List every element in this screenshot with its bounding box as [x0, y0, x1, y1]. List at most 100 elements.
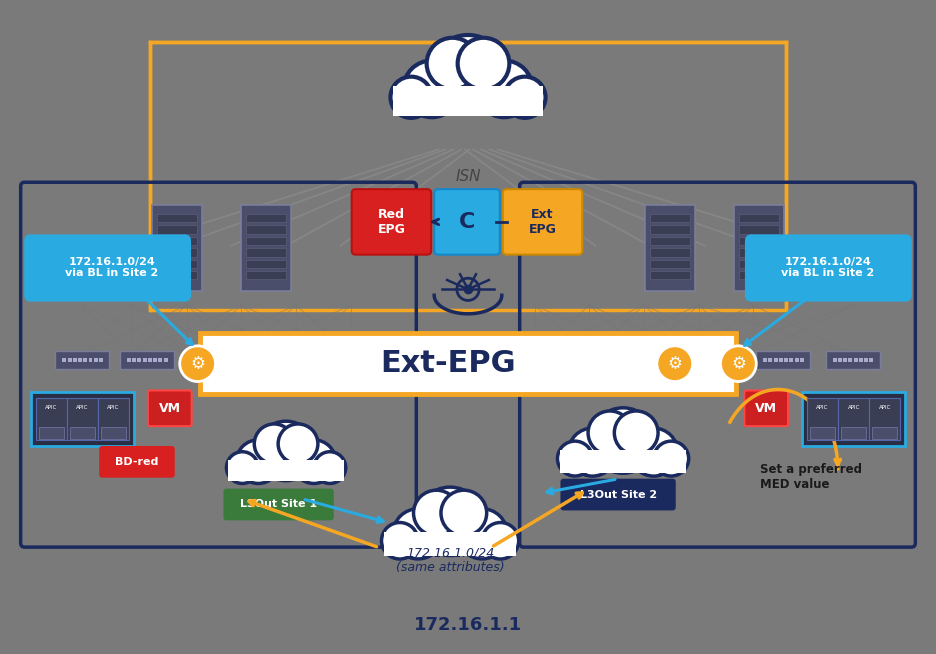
- FancyBboxPatch shape: [362, 358, 366, 362]
- FancyBboxPatch shape: [735, 358, 739, 362]
- FancyBboxPatch shape: [541, 358, 545, 362]
- Circle shape: [427, 38, 478, 90]
- FancyBboxPatch shape: [55, 351, 110, 369]
- FancyBboxPatch shape: [799, 358, 804, 362]
- Text: ⚙: ⚙: [667, 354, 682, 373]
- FancyBboxPatch shape: [795, 358, 798, 362]
- Text: ACL: ACL: [46, 428, 56, 434]
- FancyBboxPatch shape: [246, 237, 286, 245]
- Circle shape: [403, 60, 461, 117]
- FancyBboxPatch shape: [575, 358, 578, 362]
- FancyBboxPatch shape: [660, 358, 664, 362]
- FancyBboxPatch shape: [228, 460, 344, 481]
- FancyBboxPatch shape: [283, 358, 286, 362]
- FancyBboxPatch shape: [756, 351, 810, 369]
- FancyBboxPatch shape: [650, 237, 690, 245]
- Circle shape: [614, 411, 658, 455]
- Circle shape: [475, 60, 533, 117]
- FancyBboxPatch shape: [720, 358, 724, 362]
- FancyBboxPatch shape: [38, 427, 64, 439]
- Circle shape: [255, 424, 294, 464]
- FancyBboxPatch shape: [735, 205, 784, 291]
- FancyBboxPatch shape: [417, 358, 421, 362]
- Circle shape: [292, 440, 336, 483]
- Text: APIC: APIC: [45, 405, 57, 410]
- FancyBboxPatch shape: [838, 358, 842, 362]
- FancyBboxPatch shape: [261, 358, 266, 362]
- FancyBboxPatch shape: [746, 236, 911, 300]
- FancyBboxPatch shape: [138, 358, 141, 362]
- FancyBboxPatch shape: [164, 358, 168, 362]
- FancyBboxPatch shape: [560, 450, 686, 473]
- FancyBboxPatch shape: [386, 358, 389, 362]
- FancyBboxPatch shape: [561, 479, 676, 510]
- FancyBboxPatch shape: [384, 532, 517, 556]
- FancyBboxPatch shape: [854, 358, 857, 362]
- FancyBboxPatch shape: [601, 358, 605, 362]
- FancyBboxPatch shape: [841, 427, 867, 439]
- FancyBboxPatch shape: [98, 398, 129, 440]
- FancyBboxPatch shape: [224, 489, 334, 521]
- FancyBboxPatch shape: [319, 351, 373, 369]
- FancyBboxPatch shape: [246, 226, 286, 233]
- Text: APIC: APIC: [847, 405, 860, 410]
- FancyBboxPatch shape: [120, 351, 174, 369]
- Circle shape: [382, 523, 418, 559]
- FancyBboxPatch shape: [859, 358, 863, 362]
- Text: Red
EPG: Red EPG: [377, 208, 405, 236]
- FancyBboxPatch shape: [611, 358, 615, 362]
- Text: APIC: APIC: [108, 405, 120, 410]
- FancyBboxPatch shape: [634, 358, 638, 362]
- FancyBboxPatch shape: [870, 358, 873, 362]
- Circle shape: [482, 523, 519, 559]
- FancyBboxPatch shape: [807, 398, 838, 440]
- FancyBboxPatch shape: [503, 189, 582, 254]
- Text: ACL: ACL: [880, 428, 890, 434]
- FancyBboxPatch shape: [326, 358, 329, 362]
- FancyBboxPatch shape: [89, 358, 93, 362]
- FancyBboxPatch shape: [148, 358, 152, 362]
- FancyBboxPatch shape: [843, 358, 847, 362]
- FancyBboxPatch shape: [246, 271, 286, 279]
- FancyBboxPatch shape: [744, 390, 788, 426]
- FancyBboxPatch shape: [551, 358, 555, 362]
- FancyBboxPatch shape: [94, 358, 97, 362]
- FancyBboxPatch shape: [36, 398, 66, 440]
- FancyBboxPatch shape: [692, 351, 745, 369]
- FancyBboxPatch shape: [63, 358, 66, 362]
- FancyBboxPatch shape: [739, 214, 779, 222]
- Circle shape: [457, 509, 507, 559]
- FancyBboxPatch shape: [704, 358, 708, 362]
- Circle shape: [657, 346, 693, 381]
- FancyBboxPatch shape: [709, 358, 713, 362]
- Circle shape: [558, 441, 592, 476]
- FancyBboxPatch shape: [223, 358, 227, 362]
- Circle shape: [721, 346, 756, 381]
- Circle shape: [390, 77, 431, 118]
- FancyBboxPatch shape: [287, 358, 291, 362]
- Text: ACL: ACL: [77, 428, 87, 434]
- Circle shape: [630, 428, 678, 476]
- FancyBboxPatch shape: [655, 358, 659, 362]
- FancyBboxPatch shape: [665, 358, 669, 362]
- FancyBboxPatch shape: [157, 271, 197, 279]
- Text: 172.16.1.0/24
via BL in Site 2: 172.16.1.0/24 via BL in Site 2: [66, 257, 159, 279]
- FancyBboxPatch shape: [346, 358, 351, 362]
- FancyBboxPatch shape: [67, 358, 72, 362]
- FancyBboxPatch shape: [739, 237, 779, 245]
- Text: C: C: [459, 212, 475, 232]
- FancyBboxPatch shape: [31, 392, 134, 446]
- FancyBboxPatch shape: [192, 358, 196, 362]
- FancyBboxPatch shape: [197, 358, 201, 362]
- FancyBboxPatch shape: [739, 260, 779, 268]
- FancyBboxPatch shape: [774, 358, 778, 362]
- FancyBboxPatch shape: [158, 358, 162, 362]
- FancyBboxPatch shape: [838, 398, 870, 440]
- Text: ⚙: ⚙: [731, 354, 746, 373]
- Circle shape: [430, 35, 506, 112]
- Circle shape: [314, 452, 345, 483]
- FancyBboxPatch shape: [650, 260, 690, 268]
- FancyBboxPatch shape: [246, 214, 286, 222]
- FancyBboxPatch shape: [872, 427, 898, 439]
- Text: 172.16.1.0/24
via BL in Site 2: 172.16.1.0/24 via BL in Site 2: [782, 257, 874, 279]
